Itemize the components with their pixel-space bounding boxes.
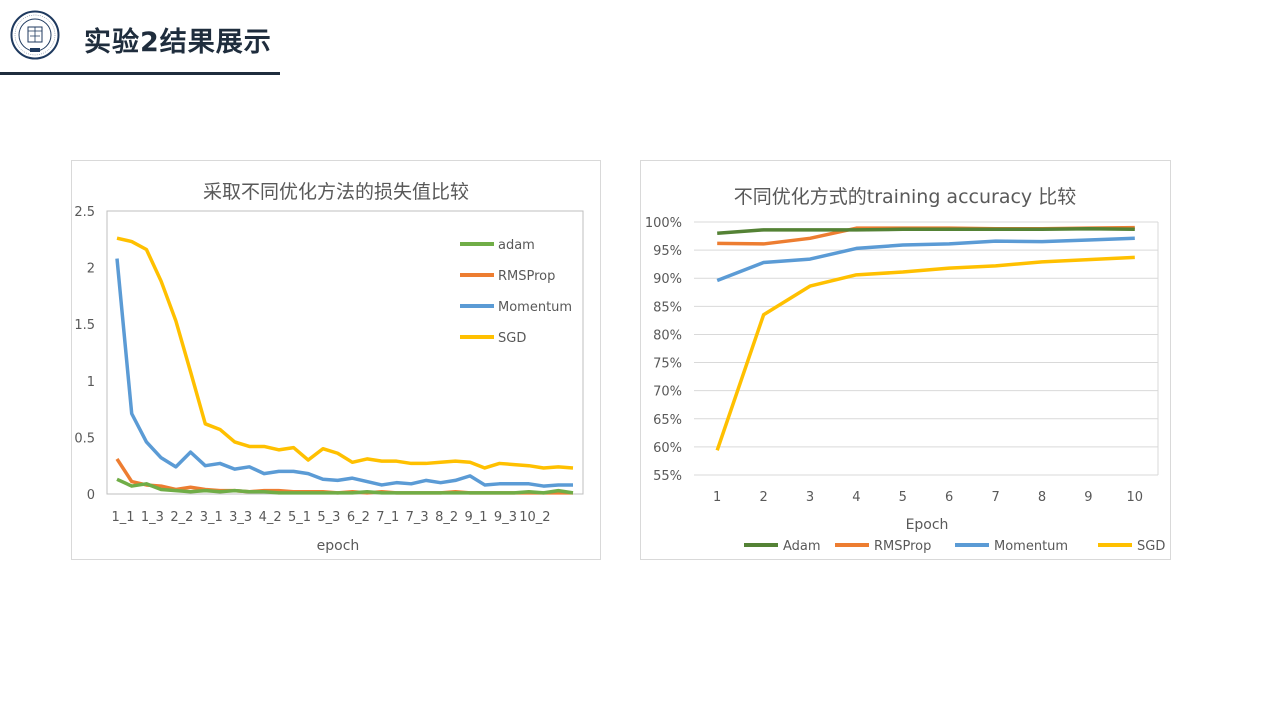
accuracy-legend-label-rmsprop: RMSProp	[874, 539, 931, 554]
accuracy-x-tick-label: 8	[1038, 490, 1046, 505]
loss-x-tick-label: 9_1	[465, 510, 488, 525]
accuracy-y-tick-label: 100%	[645, 216, 682, 231]
loss-legend-label-adam: adam	[498, 238, 535, 253]
accuracy-x-tick-label: 6	[945, 490, 953, 505]
loss-y-tick-label: 1	[87, 375, 95, 390]
loss-chart-svg: 采取不同优化方法的损失值比较 2.5 2 1.5 1 0.5 0 1_1 1_3 2_2 3_1…	[74, 181, 584, 554]
loss-chart: 采取不同优化方法的损失值比较 2.5 2 1.5 1 0.5 0 1_1 1_3 2_2 3_1…	[71, 160, 601, 560]
accuracy-y-tick-label: 95%	[653, 244, 682, 259]
loss-y-tick-label: 0.5	[74, 431, 95, 446]
university-seal-logo	[10, 10, 60, 60]
accuracy-x-tick-label: 9	[1084, 490, 1092, 505]
accuracy-x-tick-label: 1	[713, 490, 721, 505]
accuracy-legend-label-adam: Adam	[783, 539, 821, 554]
accuracy-y-tick-label: 80%	[653, 328, 682, 343]
loss-x-tick-label: 7_1	[376, 510, 399, 525]
loss-x-tick-label: 1_3	[141, 510, 164, 525]
loss-y-tick-label: 2.5	[74, 205, 95, 220]
loss-x-tick-label: 7_3	[406, 510, 429, 525]
loss-x-tick-label: 8_2	[435, 510, 458, 525]
accuracy-y-tick-label: 70%	[653, 385, 682, 400]
loss-plot-area	[106, 210, 584, 495]
accuracy-y-tick-label: 60%	[653, 441, 682, 456]
accuracy-y-tick-label: 75%	[653, 357, 682, 372]
loss-legend-label-sgd: SGD	[498, 331, 526, 346]
accuracy-y-tick-label: 65%	[653, 413, 682, 428]
title-underline	[0, 72, 280, 75]
loss-x-tick-label: 3_3	[229, 510, 252, 525]
loss-x-tick-label: 9_3	[494, 510, 517, 525]
accuracy-chart-xlabel: Epoch	[906, 517, 949, 533]
loss-x-tick-label: 1_1	[111, 510, 134, 525]
loss-legend-label-rmsprop: RMSProp	[498, 269, 555, 284]
loss-legend-label-momentum: Momentum	[498, 300, 572, 315]
loss-chart-title: 采取不同优化方法的损失值比较	[203, 181, 469, 203]
loss-chart-xlabel: epoch	[317, 538, 360, 554]
accuracy-x-tick-label: 3	[806, 490, 814, 505]
accuracy-x-tick-label: 2	[759, 490, 767, 505]
accuracy-series-line-momentum	[716, 236, 1135, 283]
loss-x-tick-label: 4_2	[259, 510, 282, 525]
loss-x-tick-label: 10_2	[519, 510, 550, 525]
loss-x-tick-label: 3_1	[200, 510, 223, 525]
accuracy-x-tick-label: 4	[852, 490, 860, 505]
accuracy-y-tick-label: 55%	[653, 469, 682, 484]
accuracy-legend-label-momentum: Momentum	[994, 539, 1068, 554]
loss-series-line-sgd	[116, 236, 574, 470]
accuracy-x-tick-label: 7	[991, 490, 999, 505]
accuracy-legend-label-sgd: SGD	[1137, 539, 1165, 554]
loss-x-tick-label: 6_2	[347, 510, 370, 525]
accuracy-series-line-adam	[717, 226, 1135, 235]
loss-series-line-momentum	[115, 258, 573, 488]
accuracy-y-tick-label: 85%	[653, 300, 682, 315]
accuracy-chart-svg: 不同优化方式的training accuracy 比较 100%95%90%85…	[645, 186, 1166, 554]
loss-series-line-adam	[116, 477, 574, 495]
accuracy-chart-title: 不同优化方式的training accuracy 比较	[734, 186, 1076, 208]
loss-y-tick-label: 1.5	[74, 318, 95, 333]
loss-y-tick-label: 2	[87, 262, 95, 277]
loss-x-tick-label: 5_1	[288, 510, 311, 525]
accuracy-chart: 不同优化方式的training accuracy 比较 100% 95% 90% 85…	[640, 160, 1171, 560]
accuracy-x-tick-label: 5	[899, 490, 907, 505]
slide-title: 实验2结果展示	[84, 27, 272, 58]
accuracy-x-tick-label: 10	[1127, 490, 1144, 505]
loss-x-tick-label: 2_2	[170, 510, 193, 525]
loss-x-tick-label: 5_3	[317, 510, 340, 525]
accuracy-y-tick-label: 90%	[653, 272, 682, 287]
loss-y-tick-label: 0	[87, 488, 95, 503]
accuracy-series-line-sgd	[715, 255, 1135, 451]
